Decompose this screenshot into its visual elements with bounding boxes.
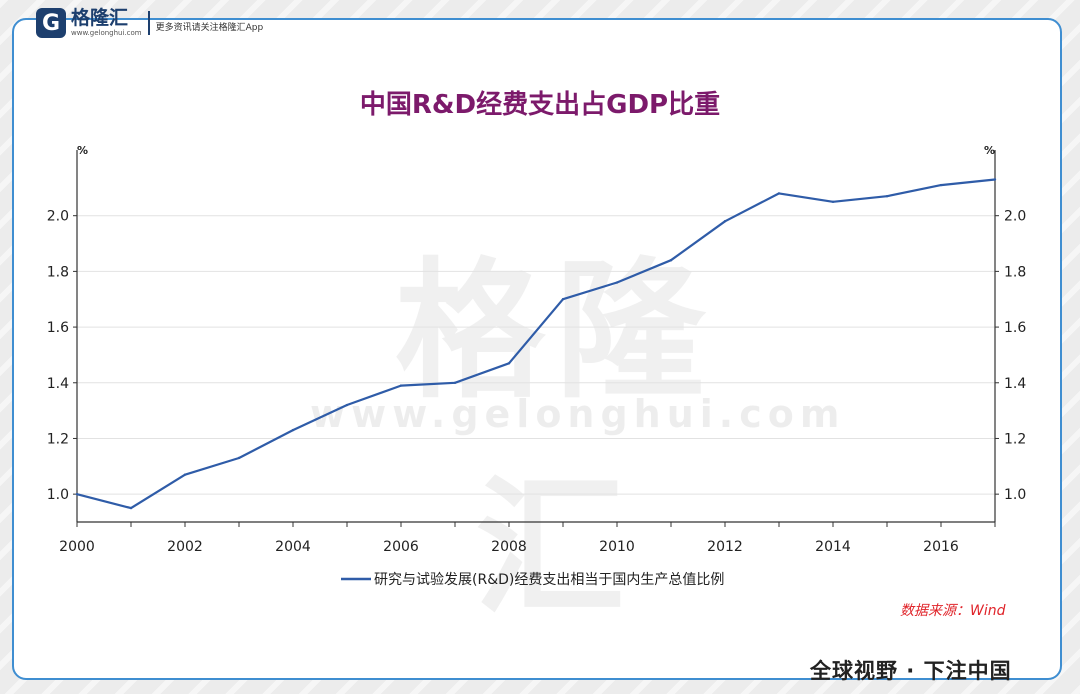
chart-panel xyxy=(12,18,1062,680)
data-point xyxy=(939,183,943,187)
y-axis-unit-left: % xyxy=(77,144,88,157)
data-point xyxy=(75,492,79,496)
y-tick-label-right: 1.8 xyxy=(1004,264,1026,280)
watermark-name: 格隆汇 xyxy=(394,245,715,636)
y-tick-label-left: 1.2 xyxy=(47,431,69,447)
logo-divider xyxy=(147,11,150,35)
data-point xyxy=(831,200,835,203)
y-tick-label-left: 1.0 xyxy=(47,487,69,503)
header-slogan: 更多资讯请关注格隆汇App xyxy=(155,22,264,33)
series-line xyxy=(76,178,996,510)
y-tick-label-left: 1.8 xyxy=(47,264,69,280)
y-tick-label-right: 2.0 xyxy=(1004,209,1026,225)
data-point xyxy=(399,384,403,387)
watermark-url: www.gelonghui.com xyxy=(310,392,846,436)
x-tick-label: 2016 xyxy=(923,539,959,555)
data-point xyxy=(561,298,565,301)
y-axis-unit-right: % xyxy=(984,144,995,157)
y-tick-label-right: 1.4 xyxy=(1004,376,1026,392)
x-tick-label: 2010 xyxy=(599,539,635,555)
footer-slogan: 全球视野 · 下注中国 xyxy=(810,659,1012,683)
top-bar: G 格隆汇 www.gelonghui.com 更多资讯请关注格隆汇App xyxy=(0,0,1080,44)
x-tick-label: 2004 xyxy=(275,539,311,555)
data-point xyxy=(237,456,241,460)
x-tick-label: 2014 xyxy=(815,539,851,555)
x-tick-label: 2008 xyxy=(491,539,527,555)
y-tick-label-right: 1.6 xyxy=(1004,320,1026,336)
y-tick-label-left: 1.6 xyxy=(47,320,69,336)
data-point xyxy=(507,362,511,365)
chart-title: 中国R&D经费支出占GDP比重 xyxy=(359,90,721,120)
y-tick-label-left: 2.0 xyxy=(47,209,69,225)
data-point xyxy=(453,381,457,384)
data-point xyxy=(183,473,187,476)
logo-url: www.gelonghui.com xyxy=(71,29,142,37)
logo-name: 格隆汇 xyxy=(71,7,129,29)
data-point xyxy=(291,428,295,432)
data-point xyxy=(777,192,781,195)
x-tick-label: 2000 xyxy=(59,539,95,555)
logo-mark: G xyxy=(36,8,66,38)
data-point xyxy=(993,178,997,181)
gelonghui-logo: G 格隆汇 www.gelonghui.com 更多资讯请关注格隆汇App xyxy=(36,8,263,38)
legend-label: 研究与试验发展(R&D)经费支出相当于国内生产总值比例 xyxy=(374,572,724,588)
x-tick-label: 2006 xyxy=(383,539,419,555)
y-tick-label-left: 1.4 xyxy=(47,376,69,392)
x-tick-label: 2012 xyxy=(707,539,743,555)
y-tick-label-right: 1.0 xyxy=(1004,487,1026,503)
x-tick-label: 2002 xyxy=(167,539,203,555)
data-point xyxy=(615,281,619,284)
data-point xyxy=(723,220,727,223)
data-point xyxy=(885,195,889,198)
data-point xyxy=(129,506,133,510)
data-point xyxy=(345,403,349,407)
y-tick-label-right: 1.2 xyxy=(1004,431,1026,447)
source-note: 数据来源：Wind xyxy=(900,603,1006,619)
data-point xyxy=(669,259,673,262)
